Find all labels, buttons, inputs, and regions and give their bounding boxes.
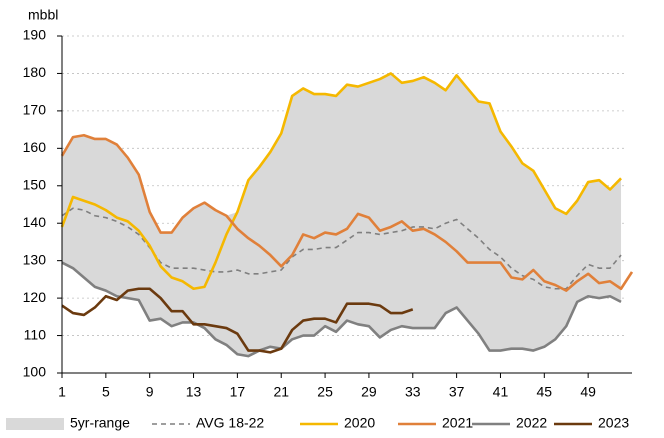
x-tick-label: 9: [146, 384, 154, 400]
x-tick-label: 45: [537, 384, 553, 400]
x-tick-label: 29: [361, 384, 377, 400]
series-line: [60, 133, 634, 292]
legend-label: 2023: [598, 415, 629, 431]
series-line: [61, 261, 622, 358]
x-tick-label: 49: [580, 384, 596, 400]
y-tick-label: 120: [23, 289, 47, 305]
y-tick-label: 170: [23, 102, 47, 118]
series-line: [61, 287, 414, 354]
legend-label: 2021: [442, 415, 473, 431]
legend-label: AVG 18-22: [196, 415, 264, 431]
y-tick-label: 150: [23, 176, 47, 192]
y-tick-label: 180: [23, 64, 47, 80]
series-line: [60, 72, 622, 291]
x-tick-label: 21: [273, 384, 289, 400]
y-tick-label: 160: [23, 139, 47, 155]
x-tick-label: 37: [449, 384, 465, 400]
range-area: [62, 73, 622, 357]
legend-label: 5yr-range: [70, 415, 130, 431]
y-tick-label: 100: [23, 364, 47, 380]
x-tick-label: 13: [186, 384, 202, 400]
legend-label: 2020: [344, 415, 375, 431]
y-tick-label: 110: [24, 326, 47, 342]
y-tick-label: 140: [23, 214, 47, 230]
x-tick-label: 33: [405, 384, 421, 400]
x-tick-label: 25: [317, 384, 333, 400]
x-tick-label: 5: [102, 384, 110, 400]
legend-label: 2022: [516, 415, 547, 431]
y-axis-label: mbbl: [28, 7, 58, 23]
x-tick-label: 1: [58, 384, 66, 400]
y-tick-label: 130: [23, 251, 47, 267]
legend-swatch: [6, 418, 64, 430]
x-tick-label: 17: [230, 384, 246, 400]
x-tick-label: 41: [493, 384, 509, 400]
y-tick-label: 190: [23, 27, 47, 43]
